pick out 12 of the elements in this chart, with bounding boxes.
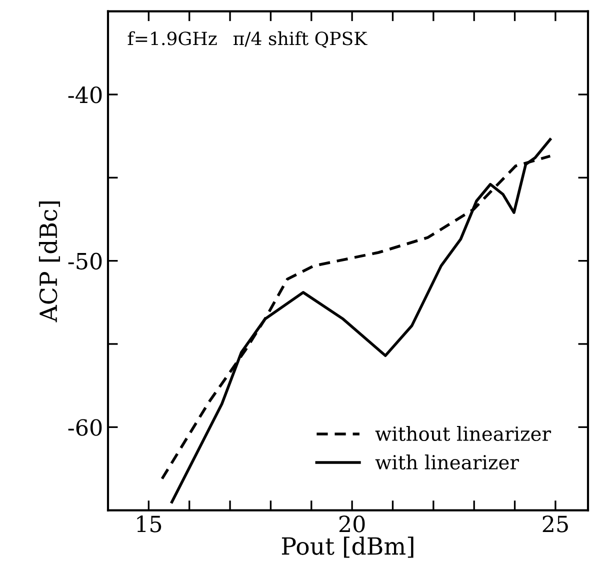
legend-label: with linearizer [375,454,520,470]
y-tick-label: -60 [68,419,102,436]
x-axis-title: Pout [dBm] [282,536,414,558]
annotation: f=1.9GHz [128,31,217,46]
legend-label: without linearizer [375,426,552,442]
annotation: π/4 shift QPSK [233,31,368,48]
x-tick-label: 15 [137,516,162,532]
x-tick-label: 20 [339,516,365,532]
y-tick-label: -40 [68,86,102,104]
x-tick-label: 25 [542,516,568,532]
y-tick-label: -50 [68,252,102,270]
y-axis-title: ACP [dBc] [38,202,60,322]
